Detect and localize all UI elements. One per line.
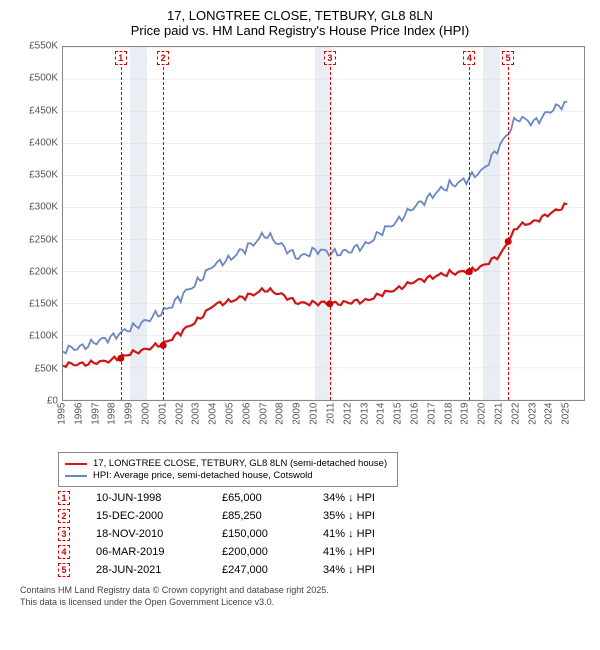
x-tick-label: 2015 xyxy=(393,403,404,443)
y-tick-label: £550K xyxy=(20,41,58,52)
x-tick-label: 2022 xyxy=(510,403,521,443)
x-tick-label: 2012 xyxy=(342,403,353,443)
plot-region: 1 2 3 4 5 xyxy=(62,46,585,401)
legend-label-1: 17, LONGTREE CLOSE, TETBURY, GL8 8LN (se… xyxy=(93,458,387,469)
x-tick-label: 2000 xyxy=(141,403,152,443)
footer-line-2: This data is licensed under the Open Gov… xyxy=(20,597,580,609)
event-diff: 35% ↓ HPI xyxy=(323,510,413,522)
y-tick-label: £300K xyxy=(20,202,58,213)
marker-line xyxy=(121,67,122,400)
event-diff: 41% ↓ HPI xyxy=(323,528,413,540)
x-tick-label: 2004 xyxy=(208,403,219,443)
marker-line xyxy=(508,67,509,400)
event-price: £150,000 xyxy=(222,528,297,540)
x-tick-label: 2002 xyxy=(174,403,185,443)
x-tick-label: 2009 xyxy=(292,403,303,443)
marker-box: 5 xyxy=(502,51,514,65)
event-diff: 34% ↓ HPI xyxy=(323,564,413,576)
y-tick-label: £50K xyxy=(20,363,58,374)
event-marker: 4 xyxy=(58,545,70,559)
event-diff: 41% ↓ HPI xyxy=(323,546,413,558)
address-title: 17, LONGTREE CLOSE, TETBURY, GL8 8LN xyxy=(8,8,592,23)
marker-line xyxy=(469,67,470,400)
footer: Contains HM Land Registry data © Crown c… xyxy=(20,585,580,608)
x-tick-label: 1999 xyxy=(124,403,135,443)
marker-box: 2 xyxy=(157,51,169,65)
x-tick-label: 2008 xyxy=(275,403,286,443)
x-tick-label: 2017 xyxy=(426,403,437,443)
series-price_paid xyxy=(63,204,567,367)
x-tick-label: 2010 xyxy=(309,403,320,443)
event-date: 15-DEC-2000 xyxy=(96,510,196,522)
x-tick-label: 1998 xyxy=(107,403,118,443)
x-tick-label: 1997 xyxy=(90,403,101,443)
event-price: £247,000 xyxy=(222,564,297,576)
x-tick-label: 2014 xyxy=(376,403,387,443)
x-tick-label: 2011 xyxy=(325,403,336,443)
marker-box: 4 xyxy=(463,51,475,65)
event-price: £85,250 xyxy=(222,510,297,522)
y-tick-label: £400K xyxy=(20,137,58,148)
legend: 17, LONGTREE CLOSE, TETBURY, GL8 8LN (se… xyxy=(58,452,398,487)
event-date: 06-MAR-2019 xyxy=(96,546,196,558)
y-tick-label: £350K xyxy=(20,170,58,181)
event-row: 3 18-NOV-2010 £150,000 41% ↓ HPI xyxy=(58,527,580,541)
marker-line xyxy=(163,67,164,400)
legend-item-2: HPI: Average price, semi-detached house,… xyxy=(65,470,391,481)
marker-line xyxy=(330,67,331,400)
title-block: 17, LONGTREE CLOSE, TETBURY, GL8 8LN Pri… xyxy=(8,8,592,38)
event-price: £65,000 xyxy=(222,492,297,504)
x-tick-label: 2007 xyxy=(258,403,269,443)
series-hpi xyxy=(63,102,567,354)
x-tick-label: 2019 xyxy=(460,403,471,443)
event-diff: 34% ↓ HPI xyxy=(323,492,413,504)
x-tick-label: 2013 xyxy=(359,403,370,443)
y-tick-label: £250K xyxy=(20,234,58,245)
event-marker: 1 xyxy=(58,491,70,505)
y-tick-label: £0 xyxy=(20,396,58,407)
event-date: 10-JUN-1998 xyxy=(96,492,196,504)
event-row: 4 06-MAR-2019 £200,000 41% ↓ HPI xyxy=(58,545,580,559)
y-tick-label: £500K xyxy=(20,73,58,84)
subtitle: Price paid vs. HM Land Registry's House … xyxy=(8,23,592,38)
event-date: 18-NOV-2010 xyxy=(96,528,196,540)
y-tick-label: £200K xyxy=(20,266,58,277)
event-row: 5 28-JUN-2021 £247,000 34% ↓ HPI xyxy=(58,563,580,577)
x-tick-label: 2006 xyxy=(241,403,252,443)
event-date: 28-JUN-2021 xyxy=(96,564,196,576)
event-marker: 3 xyxy=(58,527,70,541)
legend-item-1: 17, LONGTREE CLOSE, TETBURY, GL8 8LN (se… xyxy=(65,458,391,469)
legend-swatch-2 xyxy=(65,475,87,477)
x-tick-label: 2003 xyxy=(191,403,202,443)
chart-container: 17, LONGTREE CLOSE, TETBURY, GL8 8LN Pri… xyxy=(0,0,600,650)
y-tick-label: £150K xyxy=(20,299,58,310)
x-tick-label: 2024 xyxy=(544,403,555,443)
legend-label-2: HPI: Average price, semi-detached house,… xyxy=(93,470,313,481)
x-tick-label: 1996 xyxy=(73,403,84,443)
x-tick-label: 2018 xyxy=(443,403,454,443)
x-tick-label: 2016 xyxy=(409,403,420,443)
marker-box: 3 xyxy=(324,51,336,65)
line-chart-svg xyxy=(63,47,584,400)
x-tick-label: 2021 xyxy=(493,403,504,443)
footer-line-1: Contains HM Land Registry data © Crown c… xyxy=(20,585,580,597)
event-row: 2 15-DEC-2000 £85,250 35% ↓ HPI xyxy=(58,509,580,523)
event-marker: 2 xyxy=(58,509,70,523)
x-tick-label: 2020 xyxy=(477,403,488,443)
y-tick-label: £100K xyxy=(20,331,58,342)
event-marker: 5 xyxy=(58,563,70,577)
marker-box: 1 xyxy=(115,51,127,65)
event-price: £200,000 xyxy=(222,546,297,558)
x-tick-label: 2001 xyxy=(157,403,168,443)
x-tick-label: 2023 xyxy=(527,403,538,443)
chart-area: 1 2 3 4 5 £0 £50K £100K £150K £200K £250K £300K £35… xyxy=(20,46,585,446)
x-tick-label: 1995 xyxy=(57,403,68,443)
x-tick-label: 2005 xyxy=(225,403,236,443)
events-table: 1 10-JUN-1998 £65,000 34% ↓ HPI 2 15-DEC-2000… xyxy=(58,491,580,577)
legend-swatch-1 xyxy=(65,463,87,465)
x-tick-label: 2025 xyxy=(561,403,572,443)
y-tick-label: £450K xyxy=(20,105,58,116)
event-row: 1 10-JUN-1998 £65,000 34% ↓ HPI xyxy=(58,491,580,505)
